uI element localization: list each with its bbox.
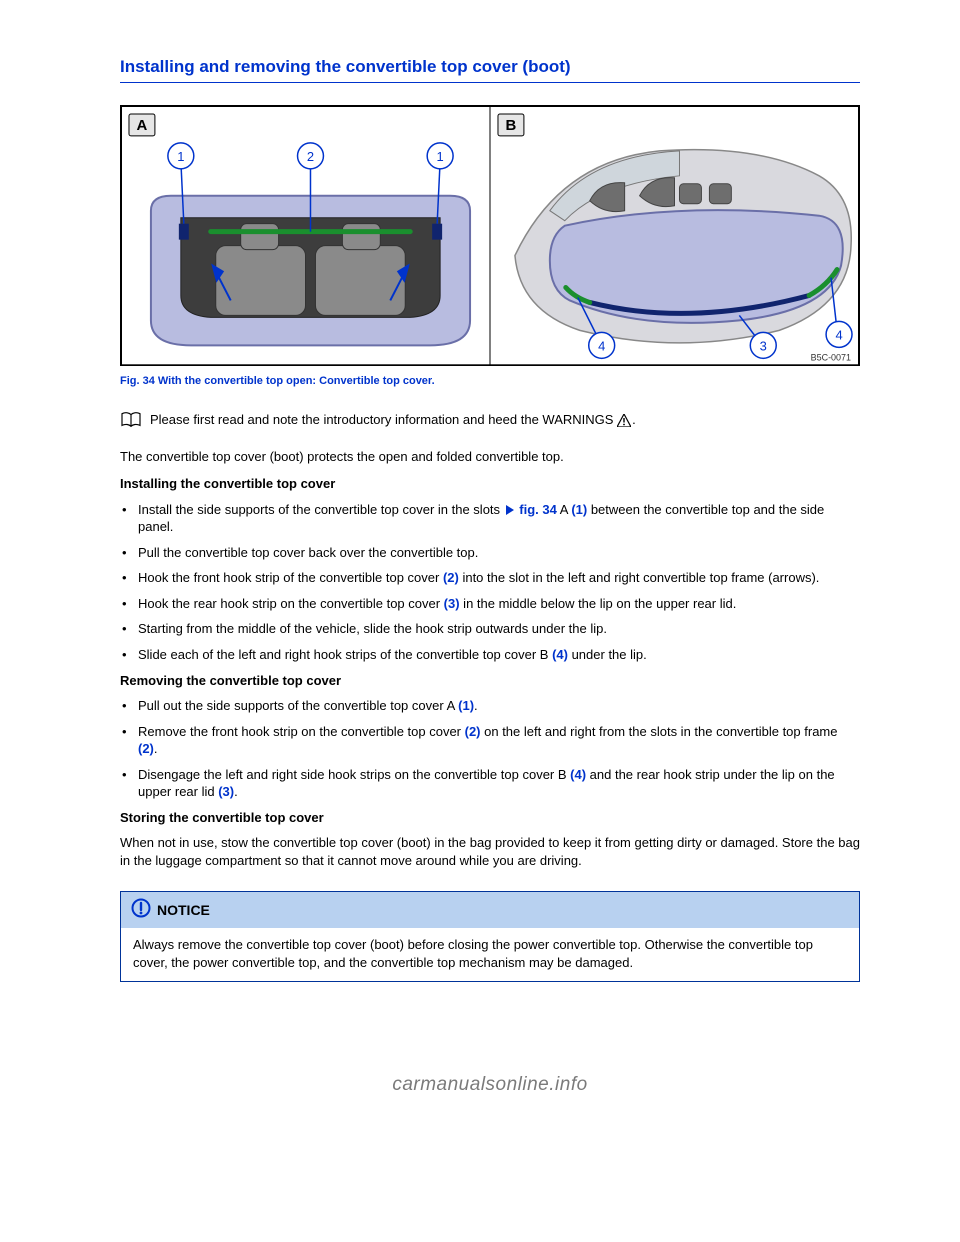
- storage-text: When not in use, stow the convertible to…: [120, 834, 860, 869]
- figure-34: A B: [120, 105, 860, 366]
- remove-step: • Disengage the left and right side hook…: [120, 766, 860, 801]
- install-step: • Slide each of the left and right hook …: [120, 646, 860, 664]
- intro-text: Please first read and note the introduct…: [150, 411, 636, 429]
- remove-step: • Pull out the side supports of the conv…: [120, 697, 860, 715]
- intro-row: Please first read and note the introduct…: [120, 411, 860, 434]
- remove-head: Removing the convertible top cover: [120, 672, 860, 690]
- install-step: • Hook the front hook strip of the conve…: [120, 569, 860, 587]
- figure-caption: Fig. 34 With the convertible top open: C…: [120, 374, 860, 389]
- svg-text:4: 4: [835, 327, 842, 342]
- notice-label: NOTICE: [157, 901, 210, 920]
- panel-a-label: A: [137, 117, 148, 134]
- book-icon: [120, 411, 142, 434]
- svg-text:1: 1: [177, 149, 184, 164]
- storage-head: Storing the convertible top cover: [120, 809, 860, 827]
- notice-icon: [131, 898, 151, 923]
- install-step: • Starting from the middle of the vehicl…: [120, 620, 860, 638]
- footer-watermark: carmanualsonline.info: [120, 1072, 860, 1098]
- notice-box: NOTICE Always remove the convertible top…: [120, 891, 860, 982]
- install-head: Installing the convertible top cover: [120, 475, 860, 493]
- svg-text:2: 2: [307, 149, 314, 164]
- panel-b-label: B: [506, 117, 517, 134]
- install-step: • Hook the rear hook strip on the conver…: [120, 595, 860, 613]
- figure-ref: B5C-0071: [811, 352, 851, 362]
- notice-body: Always remove the convertible top cover …: [121, 928, 859, 981]
- install-step: • Pull the convertible top cover back ov…: [120, 544, 860, 562]
- svg-text:3: 3: [760, 338, 767, 353]
- body-intro: The convertible top cover (boot) protect…: [120, 448, 860, 466]
- svg-text:4: 4: [598, 338, 605, 353]
- page-title: Installing and removing the convertible …: [120, 56, 860, 83]
- warning-icon: [617, 414, 631, 432]
- install-step: • Install the side supports of the conve…: [120, 501, 860, 536]
- figure-svg: A B: [120, 105, 860, 366]
- pointer-icon: [506, 505, 514, 515]
- svg-text:1: 1: [437, 149, 444, 164]
- notice-header: NOTICE: [121, 892, 859, 928]
- remove-step: • Remove the front hook strip on the con…: [120, 723, 860, 758]
